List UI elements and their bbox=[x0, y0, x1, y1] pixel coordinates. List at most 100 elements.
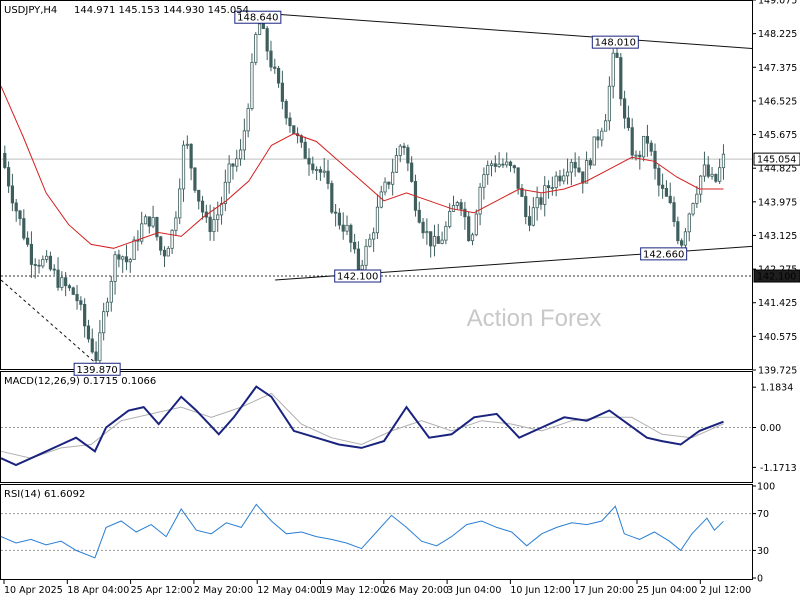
candle-body bbox=[212, 219, 216, 233]
candle-body bbox=[105, 301, 110, 313]
candle-body bbox=[48, 255, 53, 270]
rsi-y-tick-label: 0 bbox=[757, 574, 763, 585]
candle-body bbox=[132, 239, 136, 260]
x-tick-label: 10 Jun 12:00 bbox=[510, 585, 570, 596]
candle-body bbox=[235, 158, 239, 167]
candle-body bbox=[307, 157, 311, 165]
candle-body bbox=[444, 225, 448, 241]
annotation-box bbox=[234, 10, 282, 24]
candle-body bbox=[341, 224, 345, 232]
y-tick-label: 143.975 bbox=[758, 197, 797, 208]
candle-body bbox=[64, 277, 68, 287]
candle-body bbox=[7, 167, 11, 187]
y-tick-label: 147.375 bbox=[758, 63, 797, 74]
candle-body bbox=[18, 210, 22, 219]
candle-body bbox=[288, 117, 292, 127]
y-tick-label: 148.225 bbox=[758, 29, 797, 40]
trendline bbox=[257, 12, 753, 49]
macd-plot bbox=[0, 385, 752, 467]
macd-line bbox=[0, 385, 724, 467]
macd-signal-line bbox=[0, 392, 724, 459]
y-tick-label: 149.075 bbox=[758, 0, 797, 7]
candle-body bbox=[181, 144, 186, 190]
candle-body bbox=[170, 229, 174, 249]
candle-body bbox=[432, 236, 437, 247]
candle-body bbox=[410, 162, 414, 182]
candle-body bbox=[22, 218, 26, 239]
candle-body bbox=[493, 163, 497, 167]
candle-body bbox=[699, 175, 703, 195]
annotation-label: 139.870 bbox=[76, 365, 117, 376]
candle-body bbox=[607, 85, 611, 122]
candle-body bbox=[683, 231, 688, 246]
candle-body bbox=[117, 254, 121, 260]
x-tick-label: 10 Apr 2025 bbox=[4, 585, 63, 596]
x-tick-label: 2 Jul 12:00 bbox=[700, 585, 751, 596]
candle-body bbox=[349, 224, 353, 243]
candle-body bbox=[10, 185, 15, 204]
x-tick-label: 19 May 12:00 bbox=[321, 585, 386, 596]
annotation-label: 148.010 bbox=[595, 38, 636, 49]
candle-body bbox=[178, 188, 182, 219]
x-tick-label: 25 Apr 12:00 bbox=[131, 585, 193, 596]
candle-body bbox=[691, 203, 695, 215]
candle-body bbox=[657, 167, 661, 186]
candle-body bbox=[546, 185, 551, 189]
candle-body bbox=[345, 224, 349, 232]
candle-body bbox=[581, 171, 585, 184]
candle-body bbox=[584, 160, 589, 184]
candle-body bbox=[387, 181, 391, 185]
candle-body bbox=[102, 311, 106, 334]
candle-body bbox=[26, 237, 30, 245]
candle-body bbox=[200, 200, 205, 213]
candle-body bbox=[113, 254, 117, 282]
candle-body bbox=[394, 155, 399, 173]
candle-body bbox=[143, 216, 148, 225]
rsi-line bbox=[0, 503, 724, 559]
y-tick-label: 146.525 bbox=[758, 96, 797, 107]
y-tick-label: 145.675 bbox=[758, 130, 797, 141]
candle-body bbox=[721, 153, 726, 169]
candle-body bbox=[216, 214, 220, 220]
candle-body bbox=[372, 232, 376, 240]
candle-body bbox=[676, 221, 680, 242]
candle-body bbox=[162, 249, 167, 257]
price-panel-frame bbox=[0, 0, 753, 370]
candle-body bbox=[565, 171, 570, 177]
candle-body bbox=[208, 216, 212, 233]
candle-body bbox=[303, 141, 307, 159]
candle-body bbox=[231, 163, 235, 167]
y-tick-label: 144.825 bbox=[758, 164, 797, 175]
candle-body bbox=[330, 183, 334, 213]
candle-body bbox=[37, 264, 41, 267]
price-plot: 148.640 148.010 142.660 142.100 139.870 bbox=[0, 10, 753, 376]
candle-body bbox=[334, 211, 338, 214]
current-price-tag bbox=[753, 152, 800, 166]
candle-body bbox=[603, 120, 608, 132]
candle-body bbox=[520, 187, 524, 197]
candle-body bbox=[664, 188, 669, 197]
candle-body bbox=[653, 150, 657, 169]
candle-body bbox=[497, 163, 501, 167]
candle-body bbox=[128, 259, 132, 263]
candle-body bbox=[75, 294, 79, 302]
candle-body bbox=[417, 209, 421, 223]
candle-body bbox=[174, 217, 178, 231]
candle-body bbox=[375, 206, 380, 234]
candle-body bbox=[71, 287, 75, 295]
candle-body bbox=[596, 136, 600, 141]
candle-body bbox=[687, 213, 691, 233]
candle-body bbox=[364, 245, 368, 266]
moving-average-line bbox=[0, 85, 724, 249]
candle-body bbox=[292, 125, 296, 135]
candle-body bbox=[197, 189, 201, 202]
candle-body bbox=[140, 223, 144, 242]
candle-body bbox=[83, 303, 87, 327]
candle-body bbox=[615, 52, 619, 58]
axes: 149.075 148.225 147.375 146.525 145.675 144.8… bbox=[3, 0, 800, 596]
annotation-box bbox=[334, 269, 382, 283]
candle-body bbox=[45, 255, 49, 260]
candle-body bbox=[284, 100, 288, 119]
candle-body bbox=[489, 163, 494, 166]
